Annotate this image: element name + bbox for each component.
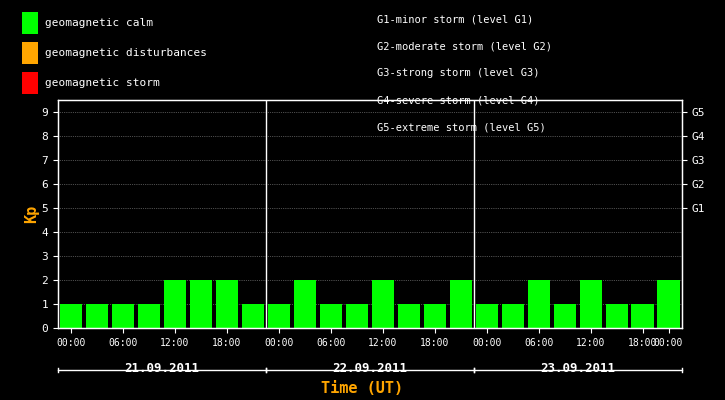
Bar	[242, 304, 264, 328]
Y-axis label: Kp: Kp	[24, 205, 38, 223]
Bar	[476, 304, 497, 328]
Bar	[138, 304, 160, 328]
Text: G5-extreme storm (level G5): G5-extreme storm (level G5)	[377, 123, 546, 133]
Text: geomagnetic storm: geomagnetic storm	[45, 78, 160, 88]
Bar	[190, 280, 212, 328]
Bar	[372, 280, 394, 328]
Bar	[502, 304, 523, 328]
Text: 21.09.2011: 21.09.2011	[125, 362, 199, 375]
Bar	[112, 304, 134, 328]
Bar	[60, 304, 82, 328]
Text: 23.09.2011: 23.09.2011	[540, 362, 615, 375]
Text: G3-strong storm (level G3): G3-strong storm (level G3)	[377, 68, 539, 78]
Bar	[164, 280, 186, 328]
Bar	[294, 280, 316, 328]
Bar	[86, 304, 108, 328]
Bar	[450, 280, 472, 328]
Bar	[631, 304, 653, 328]
Bar	[216, 280, 238, 328]
Bar	[398, 304, 420, 328]
Bar	[346, 304, 368, 328]
Text: G1-minor storm (level G1): G1-minor storm (level G1)	[377, 14, 534, 24]
Bar	[579, 280, 602, 328]
Text: G2-moderate storm (level G2): G2-moderate storm (level G2)	[377, 41, 552, 51]
Text: G4-severe storm (level G4): G4-severe storm (level G4)	[377, 96, 539, 106]
Bar	[528, 280, 550, 328]
Bar	[268, 304, 290, 328]
Bar	[320, 304, 341, 328]
Bar	[554, 304, 576, 328]
Bar	[423, 304, 446, 328]
Text: geomagnetic disturbances: geomagnetic disturbances	[45, 48, 207, 58]
Bar	[605, 304, 628, 328]
Bar	[658, 280, 679, 328]
Text: geomagnetic calm: geomagnetic calm	[45, 18, 153, 28]
Text: 22.09.2011: 22.09.2011	[332, 362, 407, 375]
Text: Time (UT): Time (UT)	[321, 381, 404, 396]
